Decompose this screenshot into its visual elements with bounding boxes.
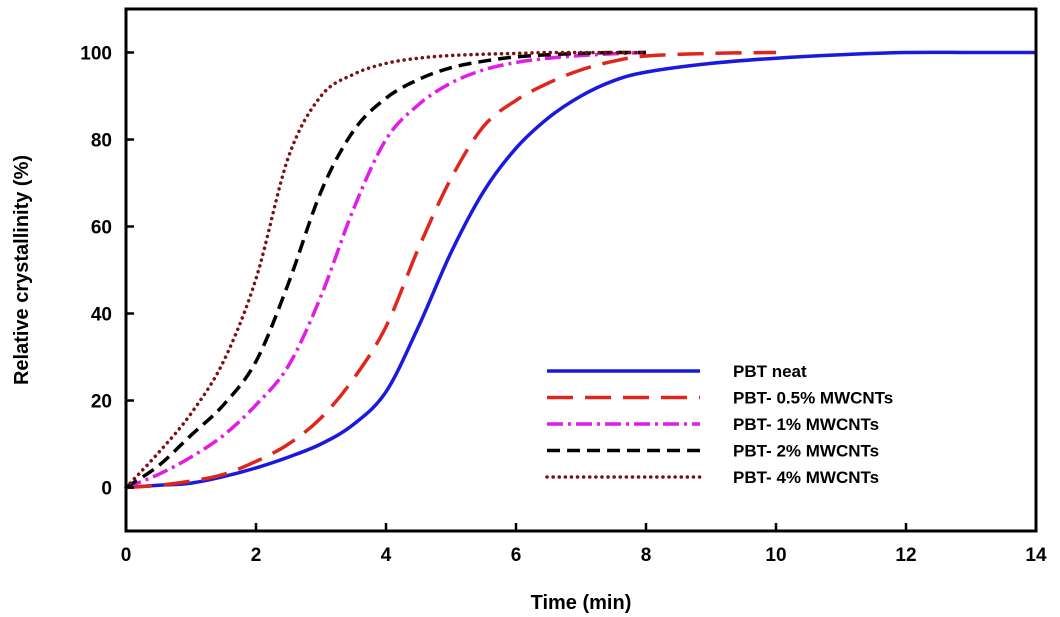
y-tick-label: 0 bbox=[101, 479, 112, 500]
x-tick-label: 8 bbox=[641, 545, 652, 566]
x-tick-label: 6 bbox=[511, 545, 522, 566]
x-tick-label: 4 bbox=[381, 545, 392, 566]
y-tick-label: 60 bbox=[91, 218, 112, 239]
series-line-1 bbox=[125, 50, 1036, 490]
legend-label-5: PBT- 4% MWCNTs bbox=[733, 468, 879, 487]
legend-label-4: PBT- 2% MWCNTs bbox=[733, 442, 879, 461]
series-line-4 bbox=[125, 50, 647, 489]
series-line-3 bbox=[125, 50, 647, 490]
plot-frame bbox=[124, 7, 1038, 533]
x-tick-label: 2 bbox=[251, 545, 262, 566]
y-tick-label: 100 bbox=[80, 44, 112, 65]
legend: PBT neat PBT- 0.5% MWCNTs PBT- 1% MWCNTs PB… bbox=[545, 362, 893, 487]
axis-ticks: 0 2 4 6 8 10 12 14 0 20 40 60 80 100 bbox=[80, 44, 1047, 567]
x-tick-label: 0 bbox=[121, 545, 132, 566]
x-tick-label: 14 bbox=[1025, 545, 1047, 566]
series-lines bbox=[124, 50, 1036, 490]
y-tick-label: 80 bbox=[91, 131, 112, 152]
series-line-5 bbox=[124, 50, 648, 490]
y-axis-title: Relative crystallinity (%) bbox=[11, 155, 33, 385]
series-line-2 bbox=[125, 50, 777, 490]
legend-label-3: PBT- 1% MWCNTs bbox=[733, 415, 879, 434]
legend-label-1: PBT neat bbox=[733, 362, 807, 381]
x-axis-title: Time (min) bbox=[531, 592, 632, 614]
legend-label-2: PBT- 0.5% MWCNTs bbox=[733, 389, 893, 408]
y-tick-label: 20 bbox=[91, 392, 112, 413]
x-tick-label: 10 bbox=[765, 545, 786, 566]
x-tick-label: 12 bbox=[895, 545, 916, 566]
y-tick-label: 40 bbox=[91, 305, 112, 326]
